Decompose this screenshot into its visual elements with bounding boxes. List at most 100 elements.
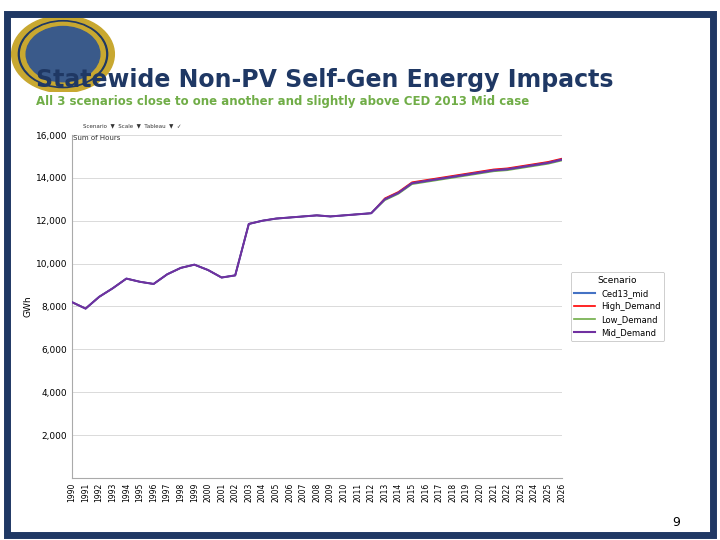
Y-axis label: GWh: GWh xyxy=(24,295,33,318)
High_Demand xyxy=(163,271,171,278)
Line: High_Demand: High_Demand xyxy=(72,159,562,308)
High_Demand xyxy=(557,156,566,162)
Low_Demand xyxy=(271,215,280,222)
Low_Demand xyxy=(544,161,552,167)
Mid_Demand xyxy=(557,157,566,163)
Low_Demand xyxy=(285,214,294,221)
Ced13_mid xyxy=(68,299,76,306)
Ced13_mid xyxy=(204,267,212,273)
High_Demand xyxy=(176,265,185,271)
High_Demand xyxy=(217,274,226,281)
Circle shape xyxy=(21,22,105,86)
High_Demand xyxy=(285,214,294,221)
Ced13_mid xyxy=(95,294,104,300)
Circle shape xyxy=(26,26,100,82)
Low_Demand xyxy=(299,213,307,220)
High_Demand xyxy=(408,179,416,185)
Low_Demand xyxy=(204,267,212,273)
Ced13_mid xyxy=(394,190,402,196)
Mid_Demand xyxy=(149,281,158,287)
High_Demand xyxy=(462,170,471,177)
Text: Statewide Non-PV Self-Gen Energy Impacts: Statewide Non-PV Self-Gen Energy Impacts xyxy=(36,68,613,91)
High_Demand xyxy=(354,211,362,218)
Mid_Demand xyxy=(530,162,539,168)
Mid_Demand xyxy=(476,169,485,176)
Mid_Demand xyxy=(258,218,266,224)
Ced13_mid xyxy=(122,275,131,282)
Ced13_mid xyxy=(408,180,416,186)
Low_Demand xyxy=(530,163,539,170)
Mid_Demand xyxy=(367,210,376,217)
Mid_Demand xyxy=(435,176,444,182)
Low_Demand xyxy=(68,299,76,306)
Low_Demand xyxy=(149,281,158,287)
Ced13_mid xyxy=(135,279,144,285)
High_Demand xyxy=(68,299,76,306)
Mid_Demand xyxy=(135,279,144,285)
Mid_Demand xyxy=(421,178,430,184)
High_Demand xyxy=(81,305,90,312)
Low_Demand xyxy=(245,221,253,227)
Mid_Demand xyxy=(68,299,76,306)
High_Demand xyxy=(490,166,498,173)
Ced13_mid xyxy=(435,176,444,182)
High_Demand xyxy=(312,212,321,219)
Ced13_mid xyxy=(217,274,226,281)
Mid_Demand xyxy=(299,213,307,220)
Low_Demand xyxy=(367,210,376,217)
High_Demand xyxy=(149,281,158,287)
Circle shape xyxy=(19,21,108,87)
Low_Demand xyxy=(503,167,511,173)
Low_Demand xyxy=(231,272,240,279)
Low_Demand xyxy=(490,168,498,174)
High_Demand xyxy=(394,188,402,195)
Ced13_mid xyxy=(176,265,185,271)
High_Demand xyxy=(503,165,511,172)
Mid_Demand xyxy=(503,166,511,173)
High_Demand xyxy=(380,195,389,201)
Ced13_mid xyxy=(163,271,171,278)
Low_Demand xyxy=(340,212,348,219)
Mid_Demand xyxy=(122,275,131,282)
Mid_Demand xyxy=(163,271,171,278)
Low_Demand xyxy=(163,271,171,278)
Mid_Demand xyxy=(544,160,552,166)
Mid_Demand xyxy=(95,294,104,300)
Mid_Demand xyxy=(516,164,525,171)
Text: Sum of Hours: Sum of Hours xyxy=(73,135,121,141)
Low_Demand xyxy=(408,181,416,187)
Low_Demand xyxy=(435,177,444,183)
Ced13_mid xyxy=(245,221,253,227)
Low_Demand xyxy=(394,191,402,197)
Text: California Energy Commission: California Energy Commission xyxy=(282,30,539,45)
Mid_Demand xyxy=(285,214,294,221)
Mid_Demand xyxy=(408,180,416,186)
Low_Demand xyxy=(354,211,362,218)
Ced13_mid xyxy=(340,212,348,219)
Text: All 3 scenarios close to one another and slightly above CED 2013 Mid case: All 3 scenarios close to one another and… xyxy=(36,94,529,107)
Ced13_mid xyxy=(530,162,539,168)
Ced13_mid xyxy=(81,305,90,312)
Ced13_mid xyxy=(380,196,389,202)
Low_Demand xyxy=(421,179,430,185)
Low_Demand xyxy=(462,172,471,179)
Low_Demand xyxy=(258,218,266,224)
Ced13_mid xyxy=(367,210,376,217)
Ced13_mid xyxy=(299,213,307,220)
Mid_Demand xyxy=(81,305,90,312)
Ced13_mid xyxy=(476,169,485,176)
Mid_Demand xyxy=(326,213,335,220)
Legend: Ced13_mid, High_Demand, Low_Demand, Mid_Demand: Ced13_mid, High_Demand, Low_Demand, Mid_… xyxy=(571,272,665,341)
High_Demand xyxy=(435,174,444,181)
Ced13_mid xyxy=(354,211,362,218)
High_Demand xyxy=(190,261,199,268)
Low_Demand xyxy=(122,275,131,282)
Low_Demand xyxy=(380,197,389,204)
Mid_Demand xyxy=(217,274,226,281)
Ced13_mid xyxy=(285,214,294,221)
Low_Demand xyxy=(190,261,199,268)
Low_Demand xyxy=(176,265,185,271)
Mid_Demand xyxy=(380,196,389,202)
High_Demand xyxy=(299,213,307,220)
Mid_Demand xyxy=(340,212,348,219)
